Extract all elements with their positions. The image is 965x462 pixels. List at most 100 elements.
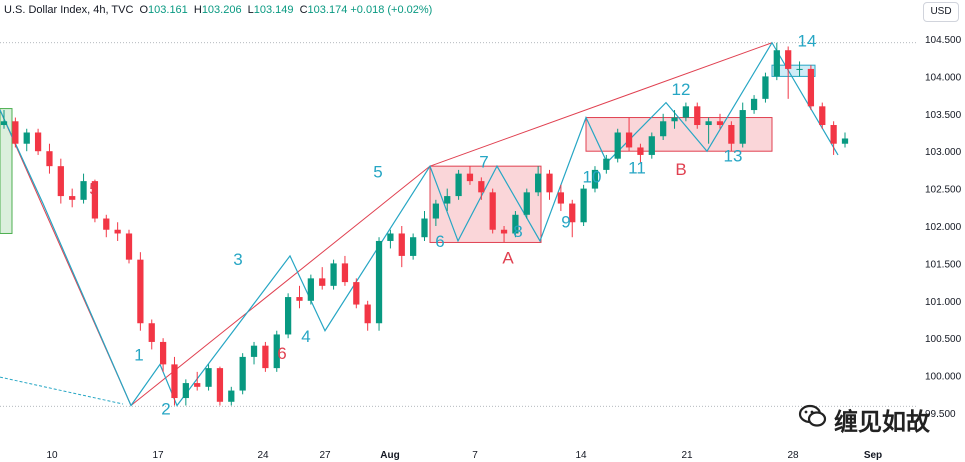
candle-body [216, 368, 224, 402]
candle-body [546, 173, 553, 193]
x-tick-label: 17 [152, 450, 164, 461]
left-dashed-line [0, 376, 124, 405]
candle [216, 366, 224, 406]
x-tick-label: 24 [257, 450, 269, 461]
watermark-text: 缠见如故 [834, 408, 930, 436]
close-label: C [299, 4, 308, 16]
x-tick-label: 7 [472, 450, 478, 461]
candle-body [137, 259, 144, 324]
candle-body [569, 203, 576, 223]
y-tick-label: 104.000 [925, 72, 962, 83]
candle [194, 371, 201, 391]
candle-body [500, 229, 508, 234]
wave-label: 8 [513, 222, 522, 241]
candle [330, 259, 337, 290]
candle [455, 169, 462, 200]
wave-label: 6 [277, 344, 286, 363]
candle-body [728, 125, 735, 144]
candle [341, 255, 349, 286]
candle [614, 128, 621, 163]
grid [0, 42, 918, 407]
candle-body [841, 138, 849, 144]
candle-body [69, 196, 76, 200]
candle-body [535, 173, 542, 193]
candle-body [466, 173, 474, 182]
x-tick-label: 10 [46, 450, 58, 461]
trend-line [130, 165, 431, 406]
candle [466, 166, 474, 185]
candle-body [512, 214, 519, 234]
candle [0, 110, 8, 129]
candle [500, 226, 508, 243]
candle [819, 102, 826, 129]
candle-body [80, 181, 87, 200]
candle [637, 143, 644, 163]
candle-body [705, 121, 712, 126]
candle [716, 113, 724, 129]
candle-body [296, 297, 303, 301]
open-label: O [139, 4, 149, 16]
candle-body [46, 151, 53, 167]
trend-line [429, 42, 773, 167]
candle [398, 226, 405, 268]
candle-body [762, 76, 769, 99]
candle [773, 42, 780, 81]
y-tick-label: 100.000 [925, 372, 962, 383]
candle [103, 214, 110, 238]
candle [34, 128, 42, 155]
candle-body [330, 263, 337, 286]
candle [262, 341, 269, 372]
candle-body [489, 192, 496, 230]
candle-body [455, 173, 462, 197]
candle [625, 117, 633, 152]
candle-body [273, 334, 280, 369]
candle [125, 229, 133, 264]
candle-body [682, 106, 690, 118]
candle [762, 72, 769, 103]
wave-label: 14 [798, 31, 817, 50]
candle-body [830, 125, 837, 144]
candle-body [319, 278, 326, 286]
wave-label: 11 [628, 159, 646, 178]
candle [660, 113, 667, 140]
candle-body [182, 383, 189, 399]
candle-body [523, 192, 530, 215]
symbol-legend: U.S. Dollar Index, 4h, TVC O103.161 H103… [4, 4, 432, 16]
candle [23, 128, 30, 152]
candle-body [353, 282, 360, 305]
zones [0, 64, 816, 243]
wave-label: 9 [561, 212, 570, 231]
candle [830, 121, 837, 155]
candle-body [580, 188, 587, 223]
candle-body [148, 323, 155, 342]
wave-path [0, 41, 839, 407]
wechat-logo-icon [798, 404, 827, 427]
y-tick-label: 102.500 [925, 185, 962, 196]
candle-body [341, 263, 349, 283]
candle [535, 166, 542, 197]
candle [785, 46, 792, 99]
currency-button[interactable]: USD [923, 2, 959, 22]
wave-label: 7 [479, 153, 488, 172]
candle-body [250, 345, 258, 357]
candle [421, 211, 428, 241]
candle-body [648, 136, 655, 155]
low-value: 103.149 [253, 4, 294, 16]
candle-body [478, 181, 485, 193]
candle-body [57, 166, 64, 197]
x-tick-label: Sep [864, 450, 882, 461]
x-tick-label: 14 [575, 450, 587, 461]
candle-body [159, 341, 167, 365]
candle [591, 166, 599, 193]
change-value: +0.018 (+0.02%) [350, 4, 433, 16]
x-tick-label: 28 [787, 450, 799, 461]
candle [807, 65, 815, 111]
y-tick-label: 104.500 [925, 35, 962, 46]
candle [739, 102, 746, 148]
candle [205, 364, 212, 391]
candle [557, 184, 565, 212]
candle [694, 102, 701, 129]
candle [159, 338, 167, 372]
